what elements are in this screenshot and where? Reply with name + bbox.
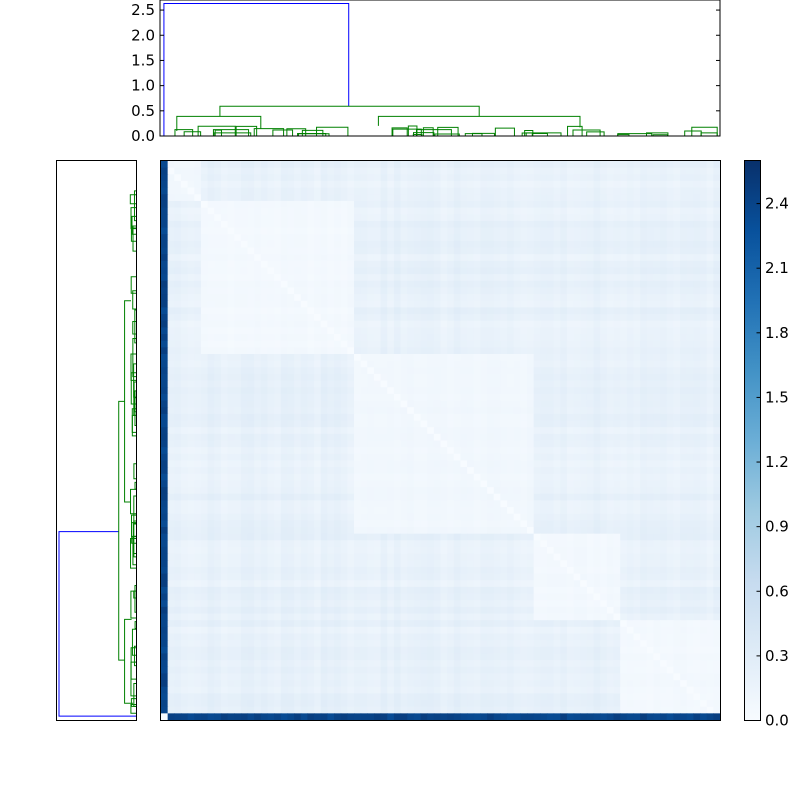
dendrogram-link (132, 535, 136, 566)
dendrogram-link (652, 134, 669, 136)
dendrogram-link (391, 127, 408, 136)
dendrogram-link (133, 495, 136, 525)
heatmap-frame (160, 160, 721, 721)
dendrogram-link (134, 309, 136, 344)
dendrogram-link (434, 133, 460, 136)
dendrogram-link (572, 129, 601, 136)
colorbar (744, 160, 761, 721)
dendrogram-link (133, 190, 136, 222)
dendrogram-link (130, 276, 136, 294)
y-tick-label: 0.0 (131, 127, 155, 145)
dendrogram-link (213, 132, 252, 136)
top-dendrogram-frame (159, 0, 721, 137)
dendrogram-link (133, 397, 136, 416)
dendrogram-link (272, 129, 294, 136)
dendrogram-link (124, 300, 132, 503)
dendrogram-link (691, 126, 718, 136)
colorbar-tick-label: 0.6 (765, 582, 789, 600)
dendrogram-link (377, 115, 581, 128)
dendrogram-link (130, 647, 136, 680)
dendrogram-link (494, 127, 515, 136)
dendrogram-link (133, 463, 136, 480)
dendrogram-link (131, 628, 136, 656)
dendrogram-link (132, 290, 136, 310)
dendrogram-link (253, 128, 285, 136)
dendrogram-link (130, 661, 136, 697)
dendrogram-link (525, 132, 562, 136)
dendrogram-link (617, 133, 653, 136)
dendrogram-link (286, 128, 307, 136)
dendrogram-link (134, 584, 136, 613)
colorbar-tick-label: 1.8 (765, 324, 789, 342)
dendrogram-link (129, 194, 136, 205)
dendrogram-link (567, 125, 583, 136)
y-tick-label: 2.0 (131, 26, 155, 44)
dendrogram-link (130, 590, 136, 619)
dendrogram-link (214, 129, 222, 136)
dendrogram-link (586, 131, 605, 136)
dendrogram-link (684, 130, 702, 136)
dendrogram-link (471, 132, 495, 136)
dendrogram-root-link (58, 531, 136, 717)
dendrogram-link (174, 129, 194, 136)
dendrogram-link (134, 390, 136, 426)
dendrogram-link (124, 618, 134, 704)
dendrogram-link (422, 127, 434, 136)
dendrogram-link (134, 621, 136, 629)
colorbar-ticks: 0.0 0.3 0.6 0.9 1.2 1.5 1.8 2.1 2.4 (756, 195, 789, 730)
dendrogram-link (131, 522, 136, 544)
dendrogram-link (297, 133, 330, 136)
dendrogram-link (437, 126, 459, 136)
dendrogram-link (130, 488, 136, 515)
dendrogram-link (130, 703, 136, 714)
colorbar-tick-label: 1.5 (765, 388, 789, 406)
dendrogram-link (130, 698, 136, 707)
dendrogram-link (133, 645, 136, 667)
dendrogram-link (133, 381, 136, 413)
y-tick-label: 1.0 (131, 77, 155, 95)
colorbar-tick-label: 0.3 (765, 647, 789, 665)
dendrogram-link (134, 481, 136, 490)
colorbar-tick-label: 2.4 (765, 195, 789, 213)
dendrogram-link (133, 682, 136, 707)
dendrogram-link (131, 215, 136, 235)
dendrogram-link (197, 125, 236, 136)
top-dendrogram (163, 3, 718, 136)
dendrogram-link (118, 400, 125, 661)
dendrogram-link (133, 363, 136, 398)
top-dendrogram-y-axis: 0.0 0.5 1.0 1.5 2.0 2.5 (131, 1, 720, 145)
colorbar-tick-label: 2.1 (765, 259, 789, 277)
dendrogram-link (132, 321, 136, 335)
dendrogram-link (464, 133, 483, 136)
dendrogram-link (316, 126, 349, 136)
colorbar-tick-label: 1.2 (765, 453, 789, 471)
dendrogram-link (132, 338, 136, 378)
colorbar-tick-label: 0.0 (765, 712, 789, 730)
distance-heatmap (161, 161, 721, 721)
dendrogram-link (132, 225, 136, 252)
y-tick-label: 1.5 (131, 51, 155, 69)
left-dendrogram (58, 190, 136, 717)
dendrogram-link (130, 227, 136, 242)
y-tick-label: 2.5 (131, 1, 155, 19)
left-dendrogram-frame (56, 160, 137, 721)
colorbar-tick-label: 0.9 (765, 518, 789, 536)
y-tick-label: 0.5 (131, 102, 155, 120)
dendrogram-link (219, 105, 480, 117)
dendrogram-link (176, 115, 262, 131)
dendrogram-link (235, 125, 258, 136)
dendrogram-link (415, 129, 452, 136)
dendrogram-root-link (163, 3, 350, 136)
